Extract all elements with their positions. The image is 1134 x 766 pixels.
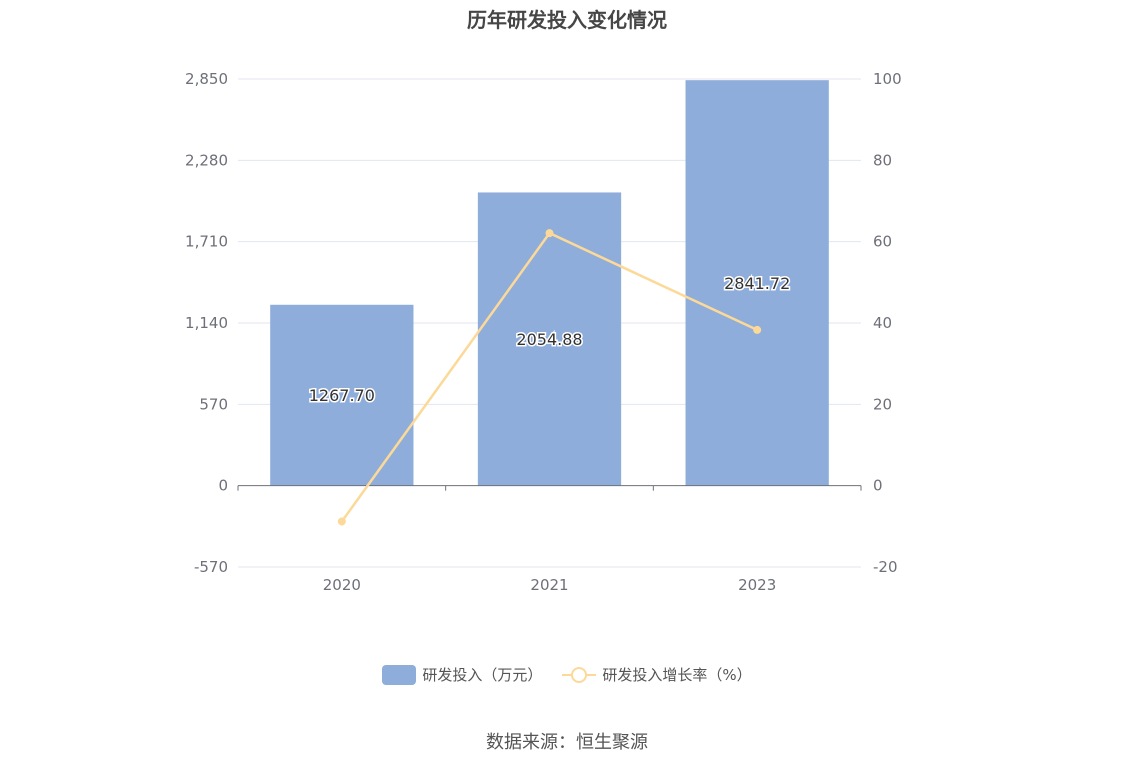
y-right-tick-label: 80 (873, 151, 892, 169)
legend-line-swatch (562, 665, 597, 685)
y-left-tick-label: 1,140 (185, 314, 228, 332)
x-tick-label: 2021 (530, 576, 568, 594)
y-left-tick-label: 1,710 (185, 233, 228, 251)
chart-svg: -570 0 570 1,140 1,710 2,280 2,850 -20 0 20 40 60 80… (185, 70, 902, 594)
y-right-tick-label: 40 (873, 314, 892, 332)
y-left-tick-label: -570 (194, 558, 228, 576)
y-left-tick-label: 570 (199, 395, 228, 413)
growth-point (753, 325, 762, 334)
bar (685, 80, 829, 486)
data-source: 数据来源：恒生聚源 (486, 732, 648, 753)
bar (477, 192, 622, 486)
bar-data-label: 1267.70 (309, 386, 375, 405)
y-left-tick-label: 2,850 (185, 70, 228, 88)
legend-line-label: 研发投入增长率（%） (602, 666, 752, 684)
x-tick-label: 2023 (738, 576, 776, 594)
bar-data-label: 2054.88 (516, 330, 582, 349)
y-right-tick-label: -20 (873, 558, 898, 576)
bar-data-label: 2841.72 (724, 274, 790, 293)
y-right-tick-label: 100 (873, 70, 902, 88)
y-left-tick-label: 2,280 (185, 151, 228, 169)
legend-item-bar[interactable]: 研发投入（万元） (382, 664, 542, 685)
y-right-tick-label: 60 (873, 233, 892, 251)
growth-point (337, 517, 346, 526)
chart-title: 历年研发投入变化情况 (467, 8, 667, 32)
x-tick-label: 2020 (323, 576, 361, 594)
growth-point (545, 229, 554, 238)
y-left-tick-label: 0 (218, 477, 228, 495)
legend-bar-label: 研发投入（万元） (422, 666, 543, 684)
legend-item-line[interactable]: 研发投入增长率（%） (562, 664, 752, 685)
y-right-tick-label: 20 (873, 395, 892, 413)
legend: 研发投入（万元） 研发投入增长率（%） (0, 664, 1134, 685)
y-right-tick-label: 0 (873, 477, 883, 495)
legend-bar-swatch (382, 664, 417, 685)
